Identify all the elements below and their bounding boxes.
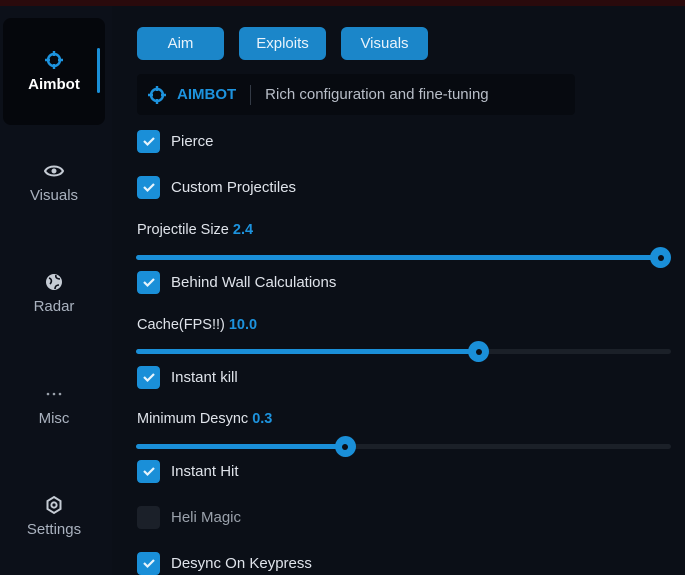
checkbox-custom-projectiles[interactable]: Custom Projectiles [137,175,296,199]
checkbox-label: Pierce [171,132,214,150]
checkbox-box[interactable] [137,505,160,529]
sidebar-item-label: Radar [33,298,75,315]
sidebar-item-visuals[interactable]: Visuals [3,161,105,204]
checkbox-label: Custom Projectiles [171,178,297,196]
slider-projectile-size[interactable] [136,247,672,268]
checkbox-label: Behind Wall Calculations [171,273,337,291]
checkbox-box[interactable] [137,270,160,294]
checkbox-label: Instant kill [171,368,238,386]
sidebar-item-label: Misc [38,410,70,427]
tab-aim[interactable]: Aim [137,27,224,60]
check-icon [142,467,155,477]
section-description: Rich configuration and fine-tuning [265,86,489,103]
checkbox-instant-kill[interactable]: Instant kill [137,365,238,389]
checkbox-behind-wall[interactable]: Behind Wall Calculations [137,270,336,294]
section-title: AIMBOT [177,86,237,103]
checkbox-pierce[interactable]: Pierce [137,129,214,153]
section-header: AIMBOT Rich configuration and fine-tunin… [137,74,575,115]
checkbox-desync-keypress[interactable]: Desync On Keypress [137,551,312,575]
checkbox-box[interactable] [137,459,160,483]
sidebar-item-misc[interactable]: Misc [3,384,105,427]
crosshair-icon [45,51,63,69]
slider-label-cache: Cache(FPS!!) 10.0 [137,317,257,333]
checkbox-box[interactable] [137,365,160,389]
divider [250,84,252,105]
globe-icon [46,274,62,290]
ellipsis-icon [46,392,62,396]
sidebar-item-label: Visuals [29,187,79,204]
check-icon [142,137,155,147]
slider-label-min-desync: Minimum Desync 0.3 [137,411,272,427]
checkbox-heli-magic[interactable]: Heli Magic [137,505,241,529]
slider-value: 2.4 [232,222,254,238]
checkbox-box[interactable] [137,551,160,575]
checkbox-instant-hit[interactable]: Instant Hit [137,459,239,483]
slider-value: 0.3 [252,411,273,427]
slider-handle[interactable] [334,436,356,457]
gear-icon [46,495,62,515]
sidebar-item-settings[interactable]: Settings [3,495,105,538]
title-strip [0,0,685,6]
slider-value: 10.0 [228,317,258,333]
tab-visuals[interactable]: Visuals [341,27,428,60]
sidebar-item-radar[interactable]: Radar [3,272,105,315]
slider-fill [136,255,661,260]
check-icon [142,373,155,383]
checkbox-box[interactable] [137,175,160,199]
crosshair-icon [148,85,166,104]
slider-label-projectile-size: Projectile Size 2.4 [137,222,253,238]
sidebar-item-label: Settings [26,521,82,538]
sidebar-item-label: Aimbot [28,76,80,93]
slider-cache[interactable] [136,341,671,362]
checkbox-label: Instant Hit [171,462,239,480]
slider-fill [136,444,345,449]
sidebar-item-aimbot[interactable]: Aimbot [3,18,105,125]
eye-icon [44,165,64,177]
check-icon [142,559,155,569]
slider-min-desync[interactable] [136,436,671,457]
check-icon [142,278,155,288]
slider-handle[interactable] [650,247,672,268]
checkbox-label: Heli Magic [171,508,242,526]
slider-label: Minimum Desync [137,411,249,427]
checkbox-label: Desync On Keypress [171,554,312,572]
slider-label: Cache(FPS!!) [137,317,225,333]
checkbox-box[interactable] [137,129,160,153]
check-icon [142,183,155,193]
slider-handle[interactable] [468,341,490,362]
slider-fill [136,349,479,354]
slider-label: Projectile Size [137,222,229,238]
active-indicator [97,48,100,93]
tab-exploits[interactable]: Exploits [239,27,326,60]
